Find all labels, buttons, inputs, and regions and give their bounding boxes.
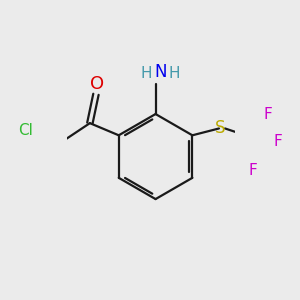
Text: O: O: [90, 75, 104, 93]
Text: N: N: [154, 63, 167, 81]
Text: S: S: [215, 119, 226, 137]
Text: H: H: [141, 66, 152, 81]
Text: Cl: Cl: [18, 123, 33, 138]
Text: F: F: [249, 163, 257, 178]
Text: H: H: [168, 66, 179, 81]
Text: F: F: [273, 134, 282, 149]
Text: F: F: [264, 106, 273, 122]
